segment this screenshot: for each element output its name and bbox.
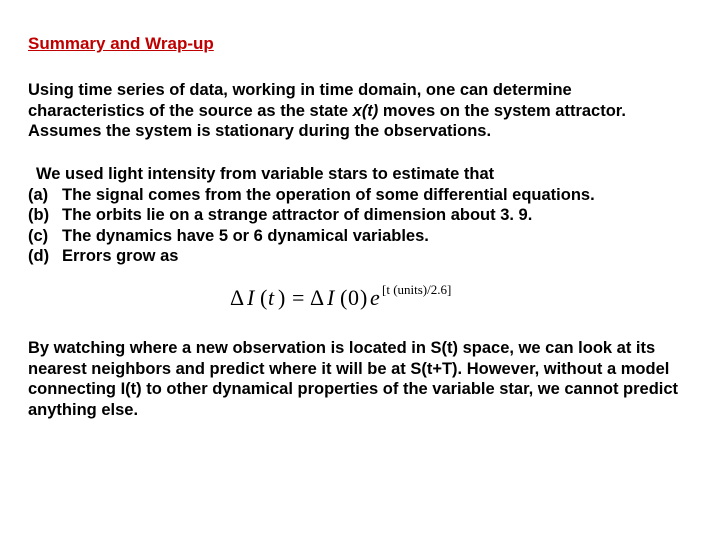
eq-zero: 0 <box>348 285 359 310</box>
eq-lparen-r: ( <box>340 285 347 310</box>
eq-delta-l: Δ <box>230 285 244 310</box>
equation-svg: Δ I ( t ) = Δ I ( 0 ) e [t (units)/2.6] <box>230 281 490 315</box>
state-variable-xt: x(t) <box>353 102 379 120</box>
eq-t-l: t <box>268 285 275 310</box>
paragraph-1: Using time series of data, working in ti… <box>28 80 692 142</box>
list-intro: We used light intensity from variable st… <box>28 164 692 185</box>
enumerated-list: (a) The signal comes from the operation … <box>28 185 692 268</box>
list-item: (b) The orbits lie on a strange attracto… <box>28 205 692 226</box>
eq-exponent: [t (units)/2.6] <box>382 282 451 297</box>
equation: Δ I ( t ) = Δ I ( 0 ) e [t (units)/2.6] <box>28 281 692 320</box>
eq-rparen-l: ) <box>278 285 285 310</box>
list-item: (c) The dynamics have 5 or 6 dynamical v… <box>28 226 692 247</box>
eq-e: e <box>370 285 380 310</box>
list-item: (d) Errors grow as <box>28 246 692 267</box>
list-label: (d) <box>28 246 62 267</box>
list-label: (c) <box>28 226 62 247</box>
list-label: (b) <box>28 205 62 226</box>
eq-lparen-l: ( <box>260 285 267 310</box>
eq-delta-r: Δ <box>310 285 324 310</box>
list-body: The signal comes from the operation of s… <box>62 185 692 206</box>
list-body: The orbits lie on a strange attractor of… <box>62 205 692 226</box>
eq-I-r: I <box>326 285 336 310</box>
eq-equals: = <box>292 285 304 310</box>
list-item: (a) The signal comes from the operation … <box>28 185 692 206</box>
section-title: Summary and Wrap-up <box>28 34 692 54</box>
eq-I-l: I <box>246 285 256 310</box>
list-label: (a) <box>28 185 62 206</box>
eq-rparen-r: ) <box>360 285 367 310</box>
list-body: Errors grow as <box>62 246 692 267</box>
list-body: The dynamics have 5 or 6 dynamical varia… <box>62 226 692 247</box>
paragraph-2: By watching where a new observation is l… <box>28 338 692 421</box>
